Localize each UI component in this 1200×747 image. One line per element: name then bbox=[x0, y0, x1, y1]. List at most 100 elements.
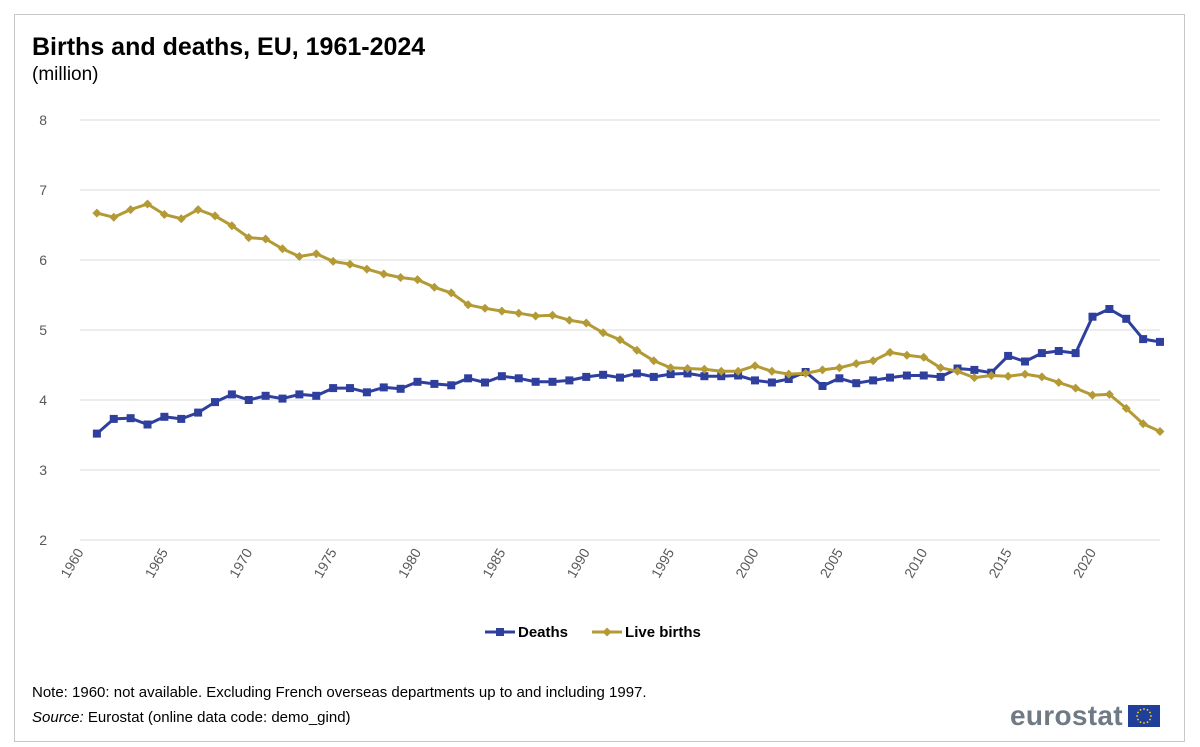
data-point-deaths bbox=[514, 374, 523, 383]
data-point-deaths bbox=[531, 377, 540, 386]
data-point-deaths bbox=[700, 372, 709, 381]
y-tick-label: 6 bbox=[39, 252, 47, 268]
data-point-live-births bbox=[1121, 403, 1131, 413]
x-tick-label: 2000 bbox=[732, 545, 762, 580]
data-point-live-births bbox=[936, 363, 946, 373]
data-point-live-births bbox=[868, 356, 878, 366]
data-point-deaths bbox=[565, 376, 574, 385]
data-point-deaths bbox=[616, 373, 624, 382]
data-point-live-births bbox=[699, 364, 709, 374]
data-point-deaths bbox=[481, 378, 489, 387]
chart-title: Births and deaths, EU, 1961-2024 bbox=[32, 33, 426, 61]
data-point-live-births bbox=[801, 368, 811, 378]
data-point-live-births bbox=[649, 356, 659, 366]
data-point-deaths bbox=[379, 383, 388, 392]
data-point-live-births bbox=[1054, 378, 1064, 387]
data-point-live-births bbox=[1037, 372, 1047, 382]
source-text: Eurostat (online data code: demo_gind) bbox=[83, 709, 351, 726]
x-tick-label: 1985 bbox=[479, 545, 509, 580]
data-point-deaths bbox=[666, 370, 675, 379]
data-point-deaths bbox=[211, 398, 219, 407]
data-point-deaths bbox=[1004, 351, 1013, 360]
data-point-live-births bbox=[126, 205, 136, 215]
data-point-deaths bbox=[902, 371, 911, 380]
data-point-deaths bbox=[1105, 305, 1114, 313]
data-point-live-births bbox=[159, 210, 169, 219]
data-point-deaths bbox=[1054, 347, 1063, 355]
data-point-live-births bbox=[750, 361, 760, 371]
data-point-live-births bbox=[986, 371, 996, 380]
x-tick-label: 1965 bbox=[142, 545, 172, 580]
data-point-deaths bbox=[413, 377, 422, 386]
data-point-live-births bbox=[531, 311, 541, 321]
legend-marker bbox=[496, 628, 504, 636]
data-point-deaths bbox=[396, 384, 405, 393]
x-tick-label: 2005 bbox=[817, 545, 847, 580]
data-point-deaths bbox=[261, 391, 270, 400]
data-point-deaths bbox=[447, 381, 456, 390]
data-point-live-births bbox=[261, 234, 271, 244]
data-point-live-births bbox=[294, 252, 304, 261]
x-tick-label: 1960 bbox=[57, 545, 87, 580]
data-point-live-births bbox=[784, 369, 794, 379]
data-point-live-births bbox=[1020, 369, 1030, 379]
data-point-live-births bbox=[564, 315, 574, 325]
y-tick-label: 8 bbox=[39, 112, 47, 128]
data-point-deaths bbox=[346, 384, 354, 393]
series-line-live-births bbox=[96, 202, 1161, 433]
eurostat-logo: eurostat bbox=[1010, 700, 1160, 732]
data-point-live-births bbox=[767, 366, 777, 376]
chart-source: Source: Eurostat (online data code: demo… bbox=[32, 709, 351, 726]
data-point-deaths bbox=[329, 384, 338, 393]
data-point-deaths bbox=[362, 388, 371, 397]
x-tick-label: 1990 bbox=[563, 545, 593, 580]
data-point-deaths bbox=[497, 372, 506, 381]
data-point-live-births bbox=[969, 373, 979, 383]
data-point-live-births bbox=[109, 212, 119, 222]
data-point-deaths bbox=[835, 374, 844, 383]
data-point-deaths bbox=[683, 369, 692, 378]
data-point-live-births bbox=[92, 208, 102, 218]
data-point-live-births bbox=[1104, 389, 1114, 399]
data-point-live-births bbox=[683, 364, 692, 373]
y-tick-label: 3 bbox=[39, 462, 47, 478]
data-point-live-births bbox=[902, 350, 912, 360]
data-point-deaths bbox=[1021, 357, 1029, 366]
data-point-deaths bbox=[160, 412, 169, 421]
data-point-live-births bbox=[328, 256, 338, 266]
data-point-live-births bbox=[311, 249, 321, 259]
data-point-live-births bbox=[548, 310, 557, 320]
data-point-deaths bbox=[109, 414, 118, 423]
data-point-live-births bbox=[885, 347, 895, 357]
data-point-live-births bbox=[1088, 390, 1097, 400]
data-point-deaths bbox=[430, 379, 439, 388]
data-point-live-births bbox=[429, 282, 439, 292]
data-point-live-births bbox=[396, 273, 406, 282]
y-tick-label: 5 bbox=[39, 322, 47, 338]
data-point-live-births bbox=[514, 308, 524, 318]
data-point-live-births bbox=[413, 275, 422, 285]
legend-marker bbox=[602, 627, 612, 637]
chart-subtitle: (million) bbox=[32, 64, 99, 85]
x-tick-label: 1970 bbox=[226, 545, 256, 580]
data-point-live-births bbox=[446, 288, 456, 298]
y-tick-label: 4 bbox=[39, 392, 47, 408]
data-point-live-births bbox=[497, 306, 507, 316]
data-point-live-births bbox=[851, 359, 861, 369]
legend-label: Deaths bbox=[518, 624, 568, 641]
data-point-deaths bbox=[751, 376, 759, 385]
chart-note: Note: 1960: not available. Excluding Fre… bbox=[32, 684, 647, 701]
data-point-deaths bbox=[632, 369, 641, 378]
data-point-deaths bbox=[194, 408, 203, 417]
y-tick-label: 7 bbox=[39, 182, 47, 198]
x-tick-label: 1995 bbox=[648, 545, 678, 580]
x-tick-label: 2010 bbox=[901, 545, 931, 580]
data-point-live-births bbox=[362, 264, 372, 274]
data-point-deaths bbox=[278, 394, 287, 403]
data-point-live-births bbox=[1003, 371, 1013, 381]
data-point-deaths bbox=[818, 382, 827, 390]
data-point-live-births bbox=[818, 365, 827, 375]
data-point-live-births bbox=[379, 269, 389, 279]
data-point-deaths bbox=[717, 372, 726, 381]
